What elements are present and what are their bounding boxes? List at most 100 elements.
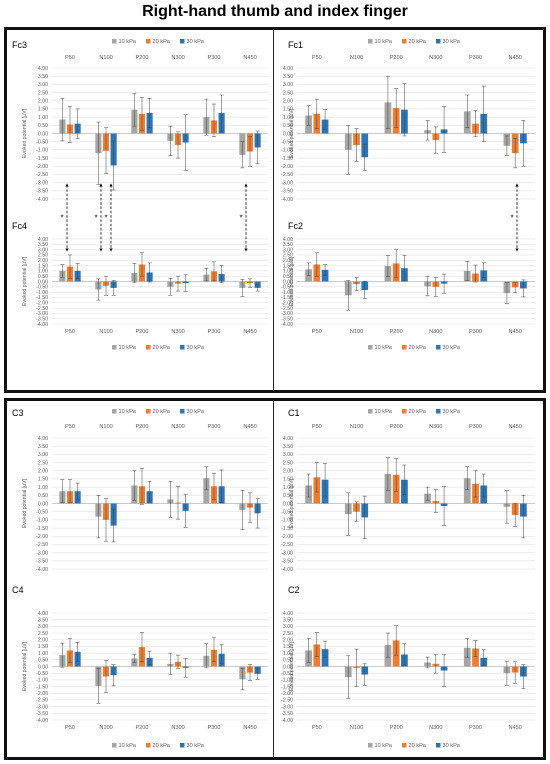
y-tick-label: -0.50 bbox=[36, 509, 48, 515]
y-tick-label: -3.00 bbox=[281, 311, 293, 317]
chart-fc1: Fc1 -4.00 -3.50 -3.00 -2.50 -2.00 -1.50 -1.00 -0… bbox=[281, 39, 535, 203]
legend-swatch bbox=[402, 743, 407, 748]
y-tick-label: 3.00 bbox=[38, 624, 48, 630]
y-tick-label: -0.50 bbox=[281, 671, 293, 677]
y-tick-label: 2.50 bbox=[38, 631, 48, 637]
y-tick-label: -3.00 bbox=[281, 704, 293, 710]
category-label: P300 bbox=[469, 55, 482, 61]
chart-c2: C2 -4.00-3.50-3.00-2.50-2.00-1.50-1.00-0.… bbox=[281, 585, 535, 749]
y-tick-label: -1.00 bbox=[36, 678, 48, 684]
y-tick-label: 0.00 bbox=[283, 664, 293, 670]
category-label: P300 bbox=[207, 329, 220, 335]
category-label: N100 bbox=[99, 329, 112, 335]
category-label: P300 bbox=[207, 424, 220, 430]
category-label: N100 bbox=[350, 424, 363, 430]
chart-fc4: Fc4 -4.00-3.50-3.00-2.50-2.00-1.50-1.00-0… bbox=[12, 221, 268, 351]
y-tick-label: -4.00 bbox=[36, 197, 48, 203]
y-tick-label: 1.50 bbox=[38, 477, 48, 483]
bottom-panel-frame bbox=[4, 398, 546, 760]
category-label: N300 bbox=[171, 329, 184, 335]
y-tick-label: 4.00 bbox=[38, 66, 48, 72]
top-panel-frame bbox=[4, 27, 546, 393]
chart-c1: C1 -4.00 -3.50 -3.00 -2.50 -2.00 -1.50 -1.00 -0.… bbox=[281, 408, 535, 573]
y-tick-label: 1.00 bbox=[38, 651, 48, 657]
y-tick-label: -1.50 bbox=[281, 156, 293, 162]
bar bbox=[321, 269, 329, 282]
y-tick-label: -1.50 bbox=[281, 526, 293, 532]
y-tick-label: -4.00 bbox=[281, 718, 293, 724]
y-axis-label: Evoked potential [µV] bbox=[289, 256, 295, 306]
chart-label-fc3: Fc3 bbox=[12, 40, 27, 50]
y-tick-label: 3.00 bbox=[38, 452, 48, 458]
legend-label: 20 kPa bbox=[409, 39, 427, 45]
category-label: P200 bbox=[390, 424, 403, 430]
category-label: N450 bbox=[508, 55, 521, 61]
legend-swatch bbox=[146, 743, 151, 748]
top-panel-divider bbox=[273, 30, 274, 390]
legend-label: 20 kPa bbox=[153, 409, 171, 415]
bar bbox=[203, 478, 210, 504]
category-label: N300 bbox=[429, 55, 442, 61]
chart-label-fc4: Fc4 bbox=[12, 221, 27, 231]
legend-label: 20 kPa bbox=[153, 345, 171, 351]
y-tick-label: 2.00 bbox=[38, 258, 48, 264]
y-tick-label: -2.50 bbox=[281, 172, 293, 178]
category-label: P50 bbox=[65, 725, 75, 731]
legend-swatch bbox=[112, 345, 117, 350]
y-tick-label: 3.50 bbox=[283, 242, 293, 248]
legend-swatch bbox=[146, 409, 151, 414]
category-label: N300 bbox=[171, 424, 184, 430]
y-tick-label: -2.00 bbox=[281, 301, 293, 307]
category-label: N100 bbox=[99, 424, 112, 430]
chart-fc3: Fc3 -4.00 -3.50 -3.00 -2.50 -2.00 -1.50 -1.00 -0… bbox=[12, 39, 268, 203]
category-label: P50 bbox=[312, 55, 322, 61]
bar bbox=[463, 478, 471, 504]
significance-star: * bbox=[510, 214, 513, 223]
category-label: P200 bbox=[390, 725, 403, 731]
category-label: P50 bbox=[312, 725, 322, 731]
category-label: N450 bbox=[243, 424, 256, 430]
category-label: N100 bbox=[99, 725, 112, 731]
y-tick-label: 3.50 bbox=[283, 444, 293, 450]
y-tick-label: 1.50 bbox=[283, 477, 293, 483]
y-tick-label: -1.00 bbox=[281, 518, 293, 524]
legend-label: 30 kPa bbox=[443, 409, 461, 415]
legend-label: 30 kPa bbox=[187, 743, 205, 749]
bar bbox=[321, 649, 329, 667]
y-tick-label: -1.00 bbox=[281, 148, 293, 154]
y-tick-label: 4.00 bbox=[38, 436, 48, 442]
y-tick-label: 0.00 bbox=[38, 279, 48, 285]
category-label: N100 bbox=[350, 725, 363, 731]
y-tick-label: -2.50 bbox=[36, 306, 48, 312]
y-tick-label: 1.50 bbox=[283, 107, 293, 113]
legend-swatch bbox=[402, 39, 407, 44]
y-tick-label: 4.00 bbox=[283, 237, 293, 243]
legend-swatch bbox=[112, 409, 117, 414]
bottom-panel-divider bbox=[273, 401, 274, 757]
category-label: N450 bbox=[508, 725, 521, 731]
legend-swatch bbox=[180, 409, 185, 414]
y-tick-label: 0.00 bbox=[283, 279, 293, 285]
y-tick-label: -2.50 bbox=[281, 306, 293, 312]
legend-label: 10 kPa bbox=[375, 743, 393, 749]
y-tick-label: -0.50 bbox=[36, 671, 48, 677]
y-tick-label: 3.00 bbox=[283, 452, 293, 458]
category-label: N450 bbox=[243, 725, 256, 731]
legend-swatch bbox=[436, 345, 441, 350]
y-tick-label: 1.00 bbox=[283, 651, 293, 657]
y-tick-label: -2.50 bbox=[36, 698, 48, 704]
y-tick-label: -1.50 bbox=[36, 295, 48, 301]
y-tick-label: 1.00 bbox=[38, 269, 48, 275]
category-label: P50 bbox=[65, 424, 75, 430]
legend-label: 10 kPa bbox=[119, 743, 137, 749]
y-axis-label: Evoked potential [µV] bbox=[289, 108, 295, 158]
legend-swatch bbox=[402, 409, 407, 414]
y-tick-label: 0.50 bbox=[38, 274, 48, 280]
category-label: N450 bbox=[243, 55, 256, 61]
y-tick-label: 3.50 bbox=[283, 617, 293, 623]
y-axis-label: Evoked potential [µV] bbox=[22, 478, 28, 528]
category-label: N450 bbox=[508, 329, 521, 335]
y-tick-label: 0.50 bbox=[38, 658, 48, 664]
y-tick-label: 0.00 bbox=[283, 501, 293, 507]
